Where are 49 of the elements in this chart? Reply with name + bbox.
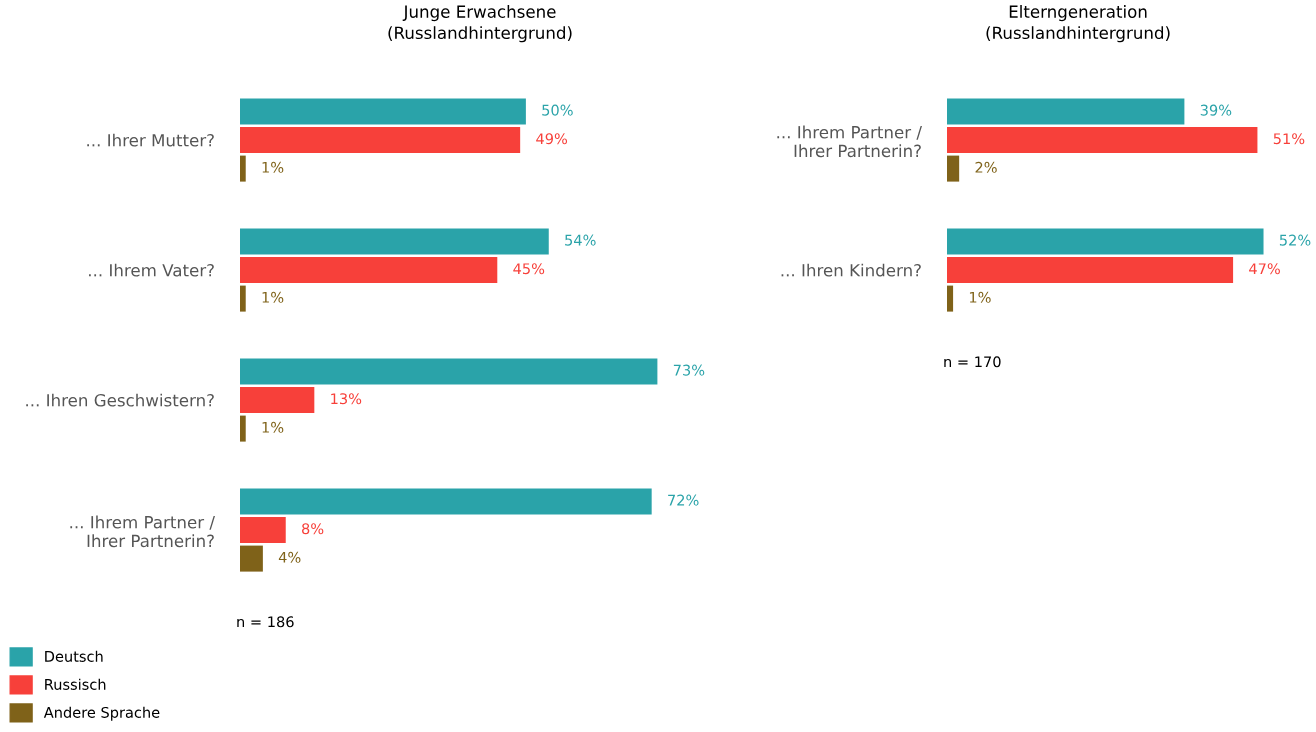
data-label: 50% <box>542 104 573 116</box>
bar <box>240 358 658 385</box>
data-label: 51% <box>1273 133 1305 145</box>
data-label: 47% <box>1249 263 1280 275</box>
chart-title: Junge Erwachsene (Russlandhintergrund) <box>388 5 572 43</box>
legend-label: Russisch <box>45 678 106 690</box>
data-label: 1% <box>262 291 284 303</box>
bar <box>240 415 246 442</box>
bar <box>947 285 954 312</box>
y-tick-label: ... Ihrer Mutter? <box>87 133 214 147</box>
text: n = 186 <box>237 616 294 628</box>
data-label: 13% <box>331 393 362 405</box>
data-label: 1% <box>262 161 284 173</box>
data-label: 73% <box>673 364 705 376</box>
bar <box>947 257 1234 283</box>
data-label: 8% <box>302 523 324 535</box>
y-tick-label: ... Ihren Kindern? <box>781 263 921 277</box>
bar <box>947 127 1258 153</box>
bar <box>240 155 246 182</box>
bar <box>947 228 1264 255</box>
data-label: 72% <box>668 494 699 506</box>
legend-label: Deutsch <box>45 650 103 662</box>
legend-label: Andere Sprache <box>43 706 160 721</box>
y-tick-label: ... Ihrem Partner / Ihrer Partnerin? <box>777 125 923 158</box>
bar <box>240 228 549 255</box>
y-tick-label: ... Ihren Geschwistern? <box>26 393 214 407</box>
data-label: 54% <box>565 234 596 246</box>
bar <box>240 98 526 125</box>
bar <box>947 155 960 182</box>
data-label: 4% <box>278 551 301 563</box>
data-label: 2% <box>975 161 997 173</box>
data-label: 49% <box>536 133 568 145</box>
y-tick-label: ... Ihrem Partner / Ihrer Partnerin? <box>70 515 216 548</box>
bar <box>240 387 315 413</box>
data-label: 1% <box>262 421 284 433</box>
chart-title: Elterngeneration (Russlandhintergrund) <box>986 5 1170 43</box>
data-label: 1% <box>969 291 991 303</box>
bar <box>240 257 498 283</box>
text: n = 170 <box>944 356 1001 368</box>
data-label: 52% <box>1279 234 1311 246</box>
y-tick-label: ... Ihrem Vater? <box>89 263 214 277</box>
data-label: 45% <box>513 263 545 275</box>
bar <box>947 98 1185 125</box>
bar <box>240 545 263 572</box>
bar <box>240 127 521 153</box>
data-label: 39% <box>1200 104 1232 116</box>
bar <box>240 488 652 515</box>
bar <box>240 517 286 543</box>
bar <box>240 285 246 312</box>
